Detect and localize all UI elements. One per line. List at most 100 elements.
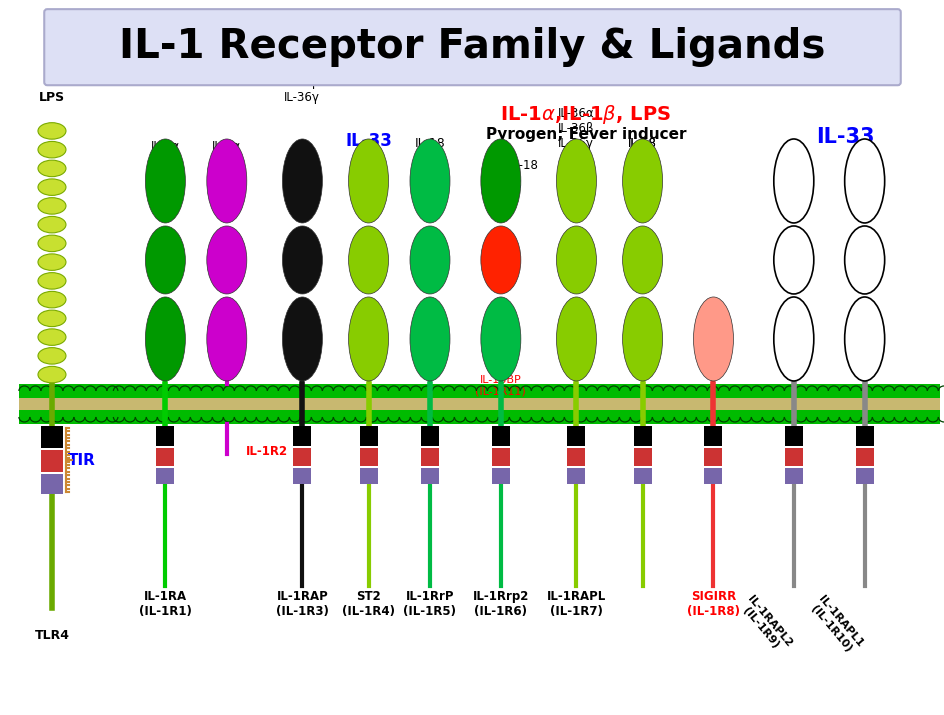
Ellipse shape bbox=[622, 139, 662, 223]
FancyBboxPatch shape bbox=[44, 9, 900, 85]
Bar bbox=[359, 468, 378, 484]
Bar bbox=[41, 474, 63, 494]
Text: IL-18: IL-18 bbox=[628, 137, 656, 150]
Text: IL-1RAPL2
(IL-1R9): IL-1RAPL2 (IL-1R9) bbox=[735, 593, 793, 656]
Ellipse shape bbox=[480, 226, 520, 294]
Ellipse shape bbox=[38, 217, 66, 233]
Bar bbox=[703, 426, 722, 446]
Ellipse shape bbox=[282, 297, 322, 381]
Ellipse shape bbox=[480, 297, 520, 381]
Text: IL-18: IL-18 bbox=[414, 137, 445, 150]
Ellipse shape bbox=[844, 139, 884, 223]
Text: IL-1RAPL
(IL-1R7): IL-1RAPL (IL-1R7) bbox=[547, 590, 605, 618]
Bar bbox=[854, 448, 873, 466]
Ellipse shape bbox=[410, 226, 449, 294]
Bar bbox=[293, 448, 312, 466]
Bar bbox=[784, 468, 802, 484]
Ellipse shape bbox=[622, 226, 662, 294]
Bar bbox=[156, 448, 175, 466]
Ellipse shape bbox=[693, 297, 733, 381]
Text: IL-36α
IL-36β
IL-36γ: IL-36α IL-36β IL-36γ bbox=[558, 107, 594, 150]
Text: IL-1$\alpha$,IL-1$\beta$, LPS: IL-1$\alpha$,IL-1$\beta$, LPS bbox=[500, 103, 670, 126]
Ellipse shape bbox=[38, 254, 66, 270]
Bar bbox=[113, 398, 939, 410]
Bar bbox=[420, 426, 439, 446]
Ellipse shape bbox=[410, 139, 449, 223]
Bar bbox=[113, 384, 939, 398]
Ellipse shape bbox=[622, 297, 662, 381]
Ellipse shape bbox=[480, 139, 520, 223]
Bar bbox=[41, 426, 63, 448]
Ellipse shape bbox=[38, 142, 66, 158]
Ellipse shape bbox=[38, 197, 66, 214]
Ellipse shape bbox=[844, 226, 884, 294]
Text: IL-1R2: IL-1R2 bbox=[245, 445, 288, 458]
Text: IL-1RAP
(IL-1R3): IL-1RAP (IL-1R3) bbox=[276, 590, 329, 618]
Ellipse shape bbox=[38, 179, 66, 195]
Text: TIR: TIR bbox=[68, 453, 95, 468]
Bar bbox=[566, 426, 585, 446]
Bar bbox=[156, 468, 175, 484]
Text: IL-1 Receptor Family & Ligands: IL-1 Receptor Family & Ligands bbox=[119, 27, 825, 67]
Ellipse shape bbox=[38, 347, 66, 364]
Text: IL-1RrP
(IL-1R5): IL-1RrP (IL-1R5) bbox=[403, 590, 456, 618]
Ellipse shape bbox=[207, 226, 246, 294]
Ellipse shape bbox=[556, 139, 596, 223]
Text: IL-33: IL-33 bbox=[816, 127, 874, 147]
Bar bbox=[41, 450, 63, 472]
Text: ST2
(IL-1R4): ST2 (IL-1R4) bbox=[342, 590, 395, 618]
Bar bbox=[113, 410, 939, 424]
Bar bbox=[491, 426, 510, 446]
Ellipse shape bbox=[348, 226, 388, 294]
Ellipse shape bbox=[145, 139, 185, 223]
Ellipse shape bbox=[410, 297, 449, 381]
Bar bbox=[420, 448, 439, 466]
Bar bbox=[632, 468, 651, 484]
Bar bbox=[19, 384, 113, 398]
Text: IL-1α
IL-1β: IL-1α IL-1β bbox=[151, 140, 179, 168]
Bar bbox=[491, 448, 510, 466]
Bar bbox=[703, 468, 722, 484]
Ellipse shape bbox=[773, 226, 813, 294]
Text: SIGIRR
(IL-1R8): SIGIRR (IL-1R8) bbox=[686, 590, 739, 618]
Ellipse shape bbox=[348, 297, 388, 381]
Ellipse shape bbox=[556, 297, 596, 381]
Ellipse shape bbox=[38, 160, 66, 177]
Text: TLR4: TLR4 bbox=[34, 629, 70, 642]
Bar bbox=[359, 448, 378, 466]
Bar bbox=[19, 410, 113, 424]
Text: IL-18: IL-18 bbox=[628, 137, 656, 150]
Ellipse shape bbox=[38, 272, 66, 289]
Text: IL-1Ra: IL-1Ra bbox=[147, 176, 183, 189]
Bar bbox=[293, 426, 312, 446]
Bar bbox=[566, 468, 585, 484]
Ellipse shape bbox=[145, 297, 185, 381]
Ellipse shape bbox=[773, 297, 813, 381]
Ellipse shape bbox=[348, 139, 388, 223]
Bar bbox=[19, 398, 113, 410]
Bar bbox=[784, 426, 802, 446]
Ellipse shape bbox=[38, 310, 66, 327]
Ellipse shape bbox=[38, 292, 66, 308]
Ellipse shape bbox=[773, 139, 813, 223]
Text: IL-1α
IL-1β: IL-1α IL-1β bbox=[212, 140, 241, 168]
Ellipse shape bbox=[282, 139, 322, 223]
Bar bbox=[784, 448, 802, 466]
Bar bbox=[293, 468, 312, 484]
Bar bbox=[359, 426, 378, 446]
Ellipse shape bbox=[145, 226, 185, 294]
Text: LPS: LPS bbox=[39, 91, 65, 104]
Ellipse shape bbox=[844, 297, 884, 381]
Text: IL-1RAPL1
(IL-1R10): IL-1RAPL1 (IL-1R10) bbox=[806, 593, 864, 656]
Bar bbox=[632, 448, 651, 466]
Ellipse shape bbox=[207, 139, 246, 223]
Text: IL-1α
IL-1β
IL-33
IL-36α
IL-36β
IL-36γ: IL-1α IL-1β IL-33 IL-36α IL-36β IL-36γ bbox=[284, 16, 320, 104]
Text: IL-18BP
(IL-1R11): IL-18BP (IL-1R11) bbox=[475, 375, 526, 397]
Text: IL-33: IL-33 bbox=[345, 132, 392, 150]
Bar bbox=[156, 426, 175, 446]
Ellipse shape bbox=[556, 226, 596, 294]
Bar bbox=[854, 468, 873, 484]
Ellipse shape bbox=[207, 297, 246, 381]
Ellipse shape bbox=[38, 123, 66, 139]
Text: IL-18: IL-18 bbox=[510, 159, 539, 172]
